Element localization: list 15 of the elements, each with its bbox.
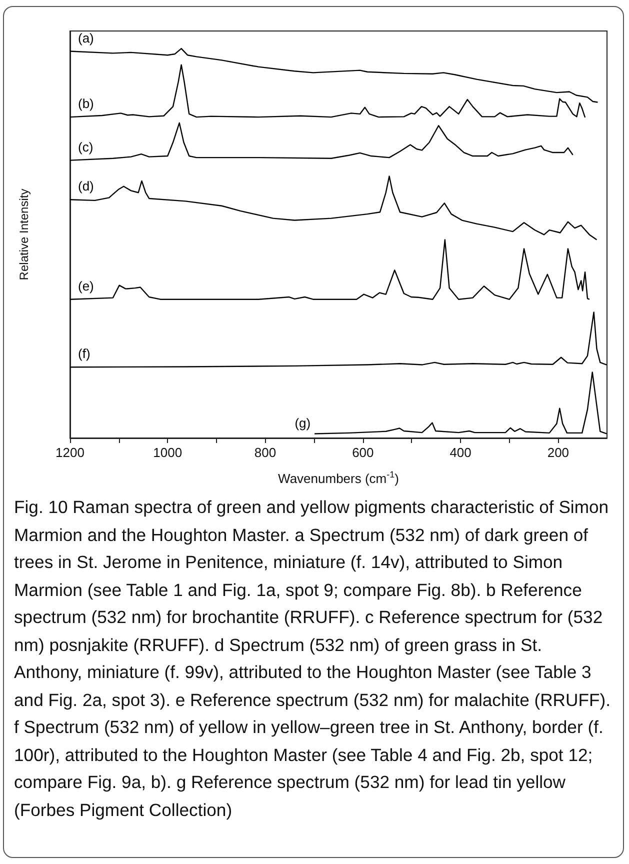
text: Fig. 10 Raman spectra of green and yellow pigments characteristic of Simon Marmion and the Houghton Master. a Spectrum (532 nm) of dark green of trees in St. Jerome in Penitence, miniature (f. 14v), attributed to Simon Marmion (see Table 1 and Fig. 1a, spot 9; compare Fig. 8b). b Reference spectrum (532 nm) for brochantite (RRUFF). c Reference spectrum for (532 nm) posnjakite (RRUFF). d Spectrum (532 nm) of green grass in St. Anthony, miniature (f. 99v), attributed to the Houghton Master (see Table 3 and Fig. 2a, spot 3). e Reference spectrum (532 nm) for malachite (RRUFF). f Spectrum (532 nm) of yellow in yellow–green tree in St. Anthony, border (f. 100r), attributed to the Houghton Master (see Table 4 and Fig. 2b, spot 12; compare Fig. 9a, b). g Reference spectrum (532 nm) for lead tin yellow (Forbes Pigment Collection)	[14, 497, 610, 820]
x-tick-label: 1200	[56, 445, 84, 460]
series-label: (e)	[78, 278, 94, 294]
series-label: (c)	[78, 139, 94, 154]
x-tick-label: 200	[547, 445, 570, 460]
x-tick-label: 1000	[153, 445, 182, 460]
x-tick-label: 600	[352, 445, 374, 460]
series-label: (g)	[294, 416, 311, 431]
series-label: (a)	[78, 30, 94, 46]
series-label: (f)	[78, 346, 90, 362]
series-label: (d)	[78, 178, 94, 194]
y-axis-title: Relative Intensity	[17, 188, 31, 280]
x-tick-label: 800	[254, 445, 276, 460]
series-label: (b)	[78, 96, 94, 112]
x-tick-label: 400	[450, 445, 472, 460]
